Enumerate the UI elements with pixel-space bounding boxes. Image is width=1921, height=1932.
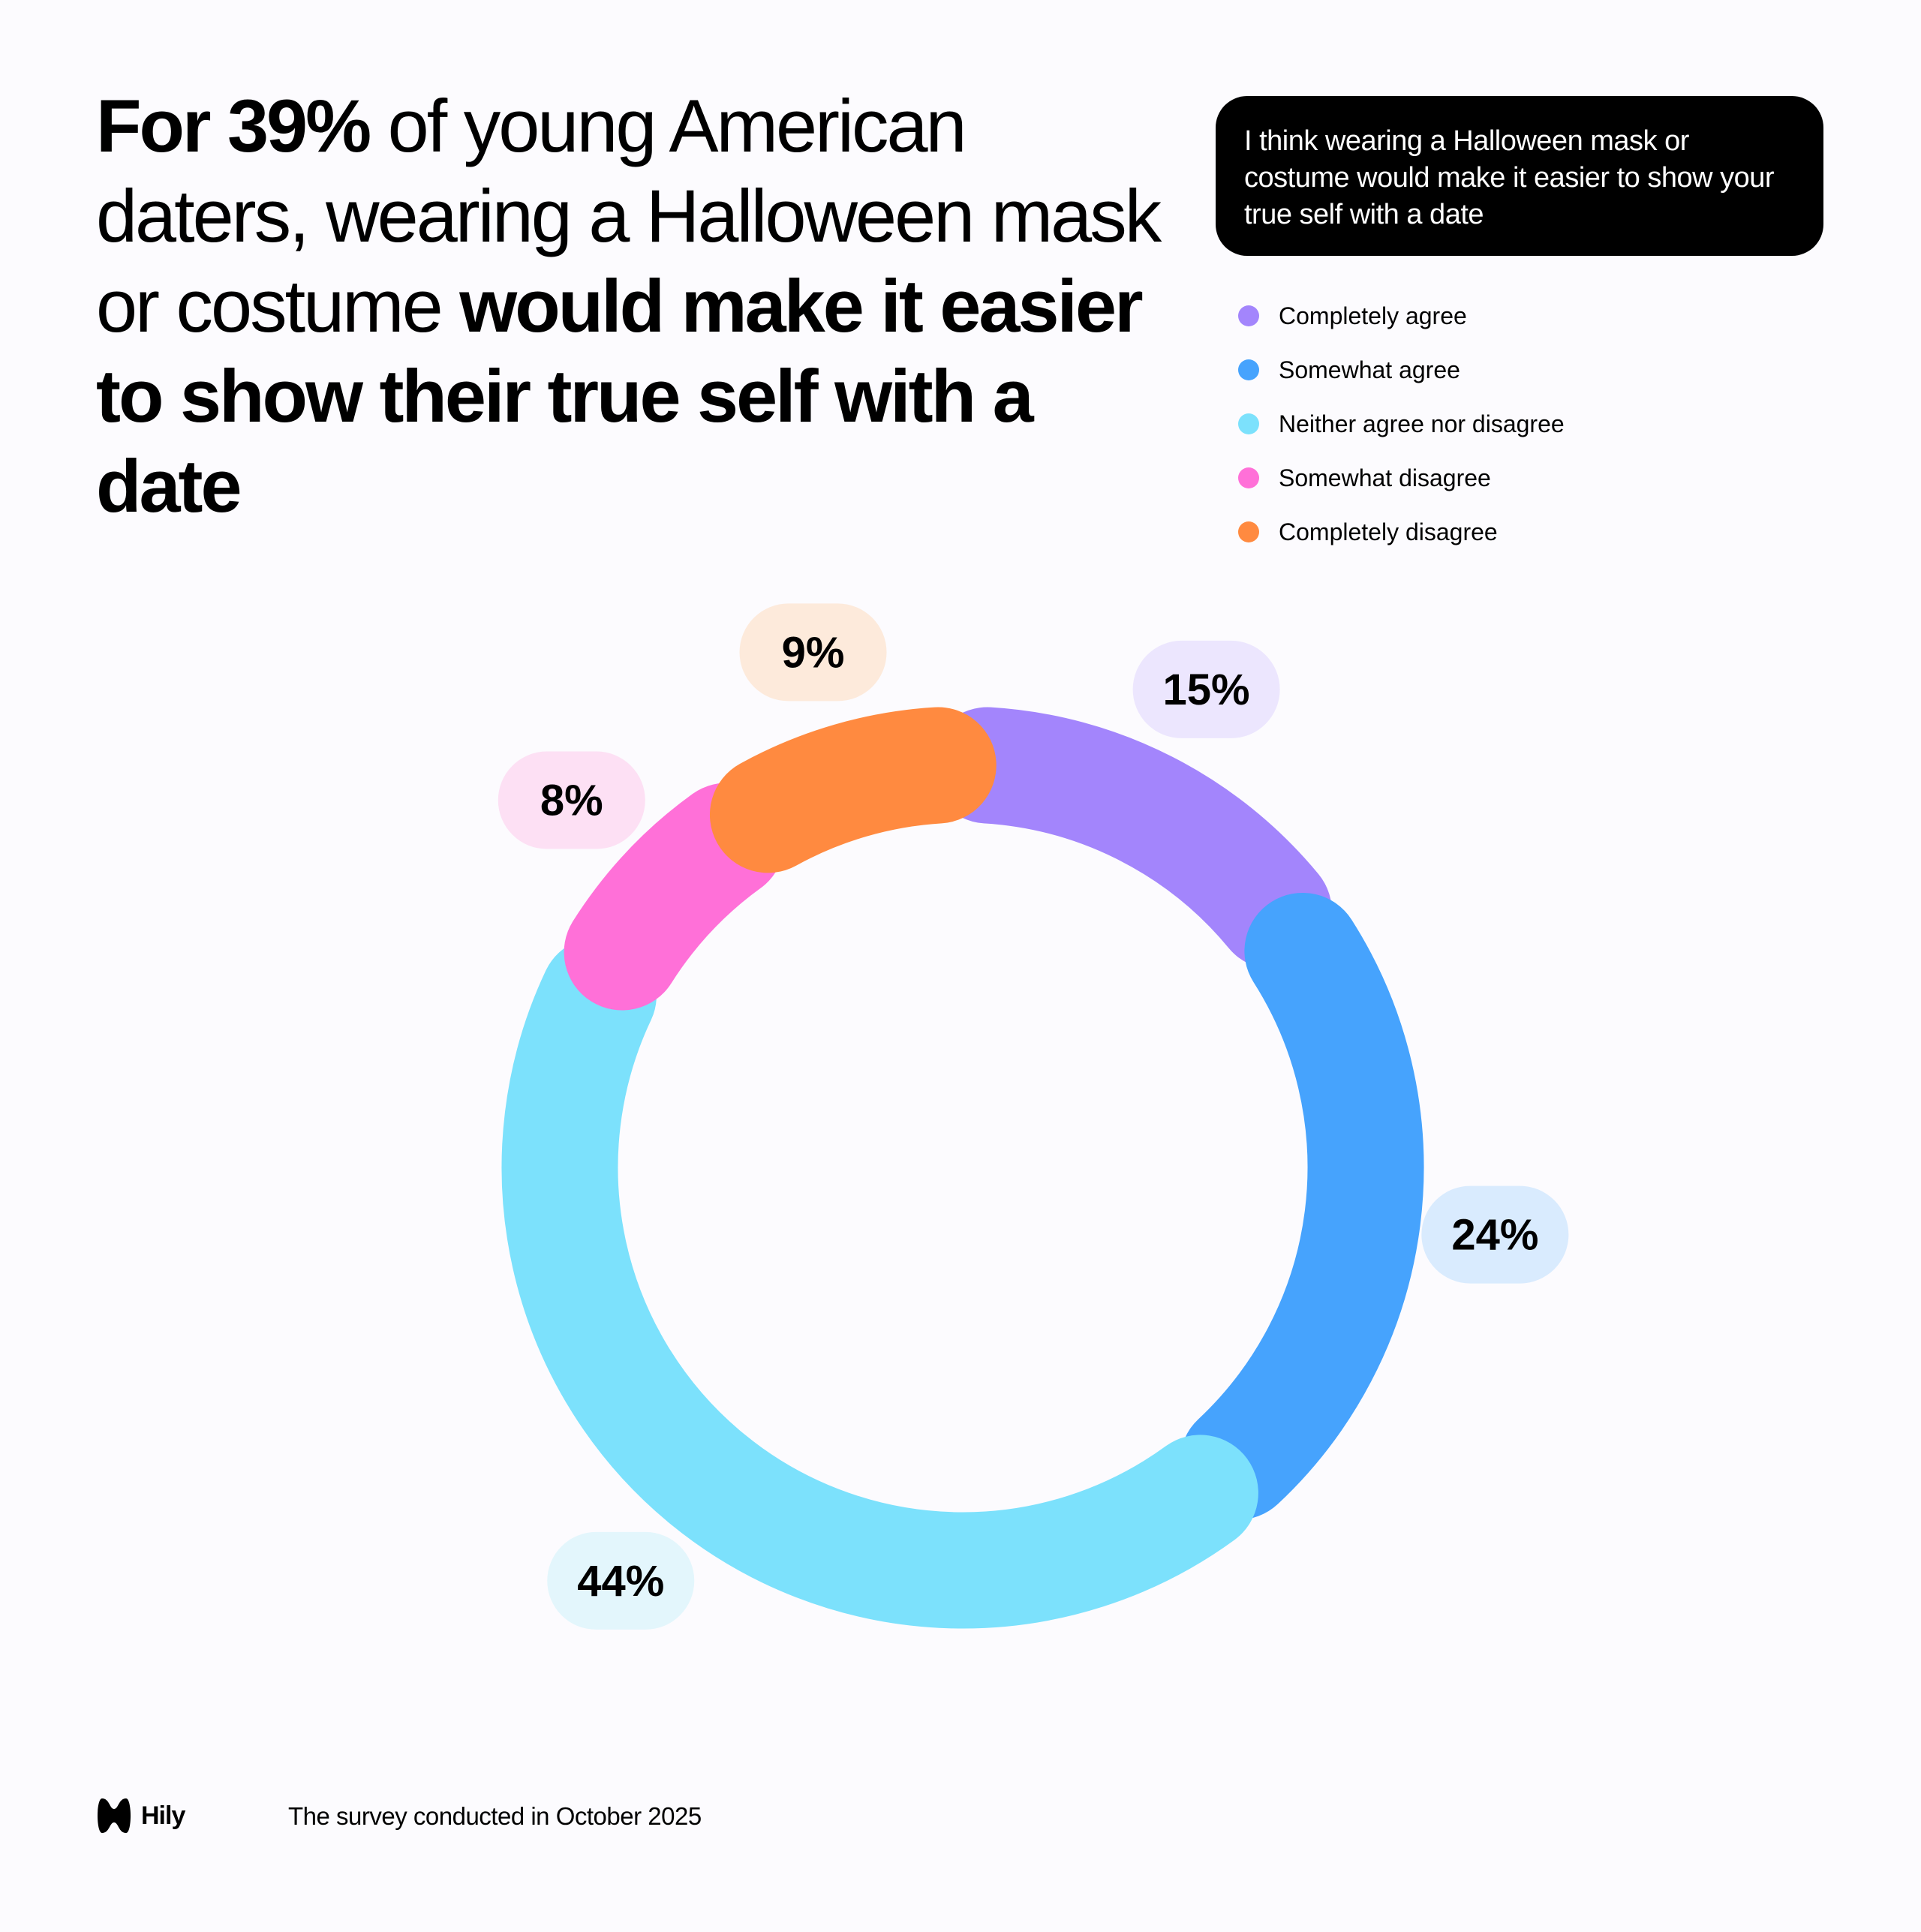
legend-item: Neither agree nor disagree xyxy=(1238,397,1565,451)
data-label-text: 15% xyxy=(1163,666,1250,714)
data-label-text: 9% xyxy=(782,628,845,677)
data-label: 8% xyxy=(498,751,645,849)
legend-label: Somewhat agree xyxy=(1279,356,1460,383)
legend-swatch xyxy=(1238,359,1259,380)
legend-item: Somewhat disagree xyxy=(1238,451,1565,505)
hily-logo-icon xyxy=(98,1798,131,1833)
data-label: 24% xyxy=(1421,1185,1569,1284)
headline-part: For 39% xyxy=(96,84,371,167)
data-label-text: 24% xyxy=(1451,1211,1538,1260)
donut-segment xyxy=(564,783,785,1011)
data-label: 15% xyxy=(1132,640,1280,738)
data-label-pill xyxy=(1421,1185,1569,1284)
data-label: 9% xyxy=(739,603,887,702)
data-label-pill xyxy=(547,1531,695,1630)
hily-logo: Hily xyxy=(96,1797,185,1834)
headline-part: would make it easier to show their true … xyxy=(96,264,1144,527)
legend-item: Completely disagree xyxy=(1238,505,1565,559)
legend-label: Completely agree xyxy=(1279,302,1467,329)
legend-label: Neither agree nor disagree xyxy=(1279,410,1565,437)
legend-item: Somewhat agree xyxy=(1238,343,1565,397)
legend-swatch xyxy=(1238,467,1259,488)
legend-swatch xyxy=(1238,413,1259,434)
donut-segment xyxy=(929,707,1332,969)
donut-segment xyxy=(501,937,1258,1629)
question-box: I think wearing a Halloween mask or cost… xyxy=(1216,96,1823,256)
data-label-pill xyxy=(498,751,645,849)
legend-label: Somewhat disagree xyxy=(1279,464,1491,491)
data-label-text: 8% xyxy=(540,777,603,825)
data-label-pill xyxy=(739,603,887,702)
data-label-text: 44% xyxy=(577,1557,664,1606)
legend-item: Completely agree xyxy=(1238,289,1565,343)
data-label: 44% xyxy=(547,1531,695,1630)
brand-name: Hily xyxy=(141,1801,185,1830)
legend-swatch xyxy=(1238,521,1259,542)
survey-note: The survey conducted in October 2025 xyxy=(288,1802,702,1830)
legend: Completely agree Somewhat agree Neither ag… xyxy=(1238,289,1565,559)
headline: For 39% of young American daters, wearin… xyxy=(96,81,1184,531)
donut-segment xyxy=(709,707,997,873)
legend-swatch xyxy=(1238,305,1259,326)
legend-label: Completely disagree xyxy=(1279,518,1498,545)
headline-part: of young American daters, wearing a Hall… xyxy=(96,84,1162,347)
data-label-pill xyxy=(1132,640,1280,738)
donut-segment xyxy=(1180,892,1424,1520)
